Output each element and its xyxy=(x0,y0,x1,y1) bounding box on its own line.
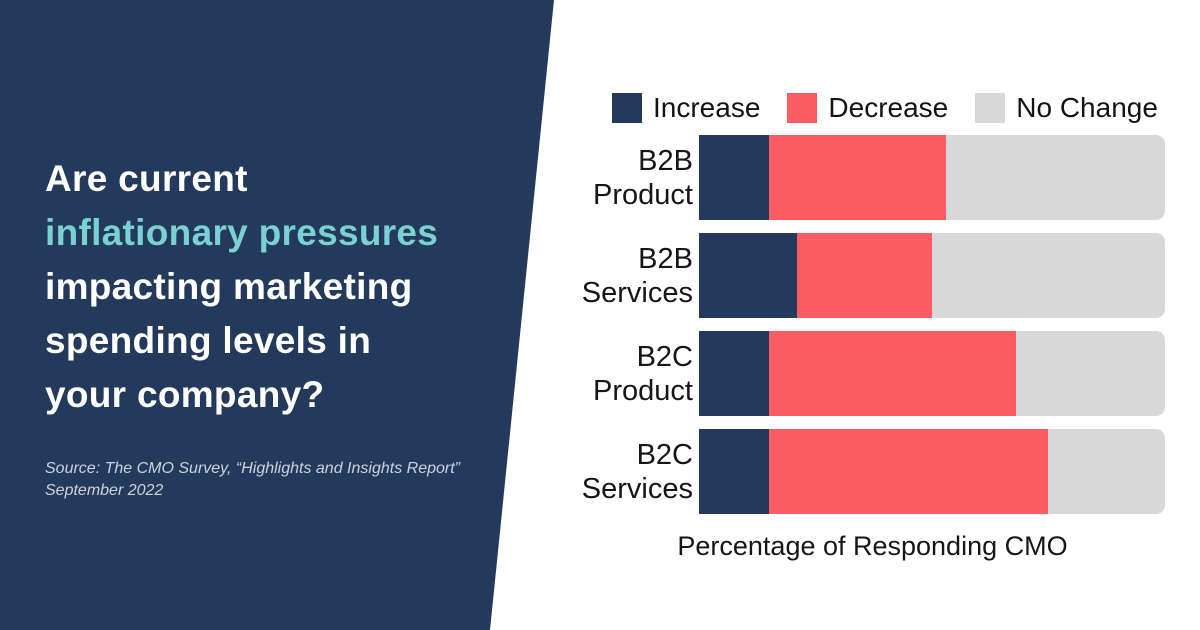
category-label-line: B2B xyxy=(638,144,693,177)
legend-label-increase: Increase xyxy=(653,92,761,123)
question-panel: Are current inflationary pressures impac… xyxy=(0,0,554,630)
legend-swatch-increase xyxy=(612,93,642,123)
headline: Are current inflationary pressures impac… xyxy=(45,152,438,422)
legend-label-decrease: Decrease xyxy=(828,92,949,123)
source-line-1: Source: The CMO Survey, “Highlights and … xyxy=(45,460,460,477)
category-label-line: Product xyxy=(593,178,693,211)
bar-segment-decrease xyxy=(796,233,932,318)
headline-line-4: spending levels in xyxy=(45,320,372,361)
source-citation: Source: The CMO Survey, “Highlights and … xyxy=(45,458,460,502)
category-label: B2B Services xyxy=(580,242,693,310)
source-line-2: September 2022 xyxy=(45,482,164,499)
chart-legend: Increase Decrease No Change xyxy=(612,92,1158,124)
category-label: B2C Services xyxy=(580,438,693,506)
bar-segment-increase xyxy=(699,429,769,514)
category-label-line: B2C xyxy=(636,438,693,471)
stacked-bar xyxy=(699,135,1165,220)
legend-swatch-no-change xyxy=(975,93,1006,123)
category-label-line: Product xyxy=(593,374,693,407)
chart-row: B2B Product xyxy=(580,135,1165,220)
category-label: B2C Product xyxy=(580,340,693,408)
bar-segment-increase xyxy=(699,135,769,220)
legend-item-no-change: No Change xyxy=(975,92,1158,124)
chart-row: B2B Services xyxy=(580,233,1165,318)
stacked-bar xyxy=(699,233,1165,318)
x-axis-label: Percentage of Responding CMO xyxy=(677,531,1068,561)
bar-segment-decrease xyxy=(768,429,1049,514)
headline-line-3: impacting marketing xyxy=(45,266,413,307)
category-label-line: B2C xyxy=(636,340,693,373)
headline-line-1: Are current xyxy=(45,158,248,199)
legend-swatch-decrease xyxy=(787,93,818,123)
legend-item-decrease: Decrease xyxy=(787,92,948,124)
legend-label-no-change: No Change xyxy=(1016,92,1158,123)
chart-rows: B2B Product B2B Services B2C Product B2C Servic… xyxy=(580,135,1165,527)
category-label: B2B Product xyxy=(580,144,693,212)
headline-line-2: inflationary pressures xyxy=(45,212,439,253)
bar-segment-decrease xyxy=(768,135,946,220)
chart-row: B2C Services xyxy=(580,429,1165,514)
stacked-bar xyxy=(699,429,1165,514)
bar-segment-decrease xyxy=(768,331,1016,416)
headline-line-5: your company? xyxy=(45,374,325,415)
bar-segment-no-change xyxy=(945,135,1165,220)
category-label-line: Services xyxy=(581,276,693,309)
bar-segment-increase xyxy=(699,331,769,416)
bar-segment-no-change xyxy=(1048,429,1165,514)
bar-segment-increase xyxy=(699,233,797,318)
bar-segment-no-change xyxy=(931,233,1165,318)
stacked-bar xyxy=(699,331,1165,416)
bar-segment-no-change xyxy=(1015,331,1165,416)
chart-row: B2C Product xyxy=(580,331,1165,416)
legend-item-increase: Increase xyxy=(612,92,760,124)
category-label-line: B2B xyxy=(638,242,693,275)
category-label-line: Services xyxy=(581,472,693,505)
